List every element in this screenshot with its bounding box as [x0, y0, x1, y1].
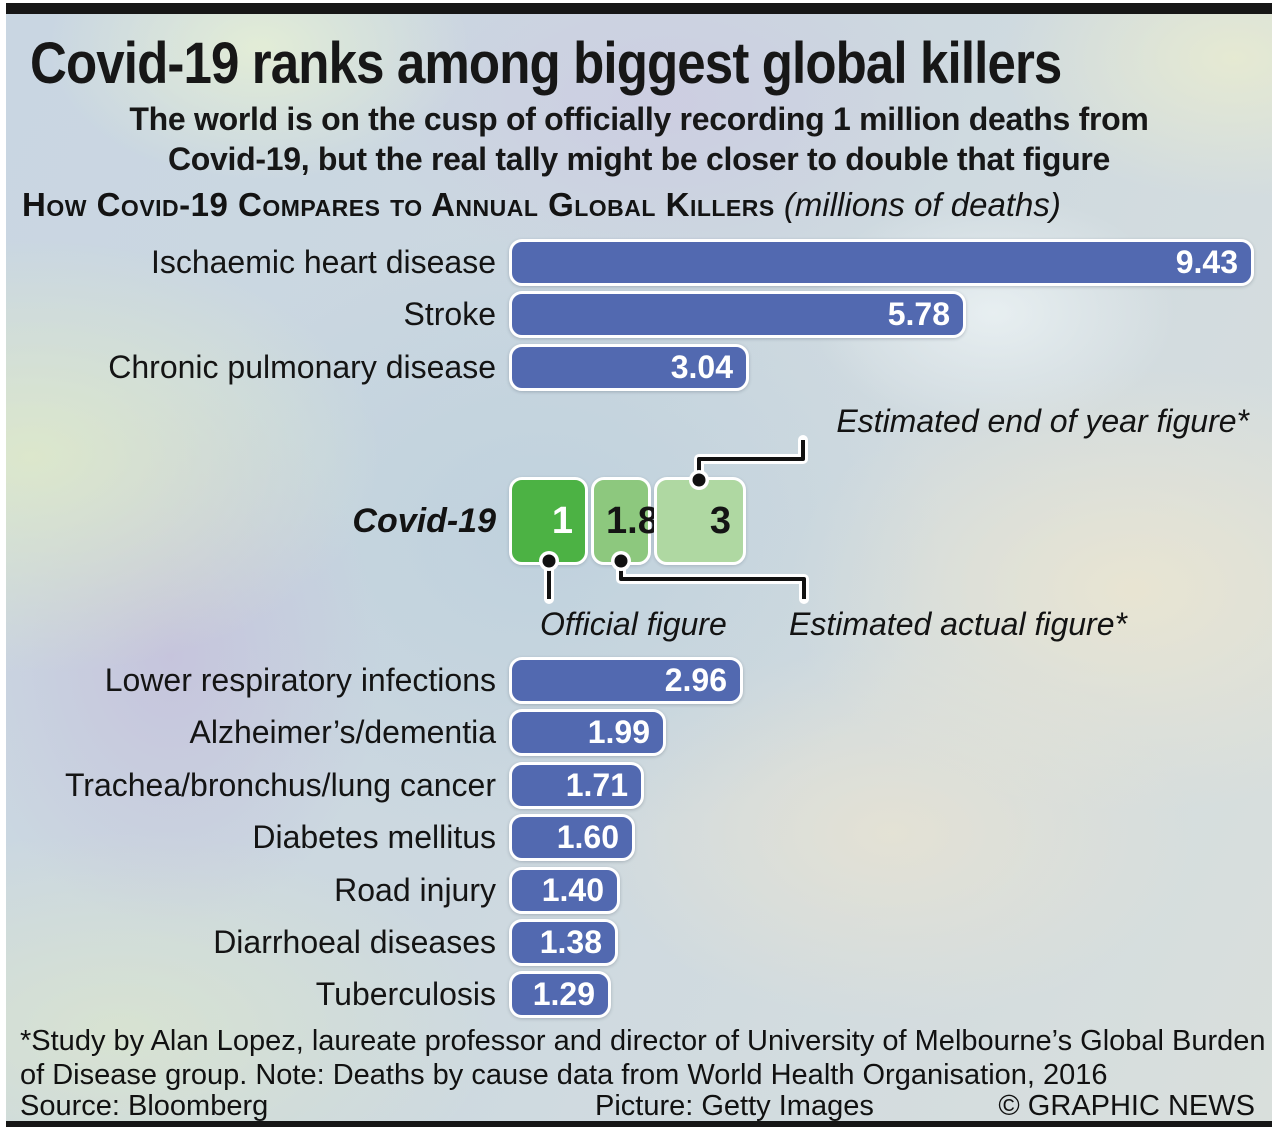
subtitle: The world is on the cusp of officially r… [6, 99, 1272, 179]
bottom-border-bar [6, 1121, 1272, 1127]
subtitle-line-2: Covid-19, but the real tally might be cl… [167, 141, 1111, 177]
bar: 2.96 [509, 657, 743, 704]
page-title: Covid-19 ranks among biggest global kill… [30, 31, 1062, 96]
covid-bar-label: Covid-19 [352, 502, 496, 540]
bar-row: Alzheimer’s/dementia 1.99 [0, 709, 1278, 757]
subtitle-line-1: The world is on the cusp of officially r… [129, 101, 1149, 137]
section-heading-text: How Covid-19 Compares to Annual Global K… [22, 186, 775, 223]
footnote-line-2: of Disease group. Note: Deaths by cause … [20, 1059, 1108, 1091]
covid-segment: 3 [654, 477, 746, 565]
footnote-line-1: *Study by Alan Lopez, laureate professor… [20, 1025, 1266, 1057]
bar-row: Ischaemic heart disease 9.43 [0, 239, 1278, 286]
bar-label: Lower respiratory infections [104, 662, 496, 698]
bar: 5.78 [509, 291, 966, 339]
bar-label: Diabetes mellitus [252, 819, 496, 856]
bar-value: 3.04 [670, 348, 733, 385]
bar-row: Road injury 1.40 [0, 866, 1278, 914]
footnote: *Study by Alan Lopez, laureate professor… [20, 1024, 1266, 1092]
bar: 1.60 [509, 814, 635, 862]
covid-segment-value: 3 [709, 500, 731, 542]
bar: 1.29 [509, 971, 611, 1019]
bar-value: 1.71 [565, 766, 628, 803]
credits-row: Source: Bloomberg Picture: Getty Images … [0, 1090, 1278, 1122]
bar-label: Diarrhoeal diseases [213, 924, 496, 960]
bar: 1.71 [509, 761, 644, 809]
bar: 3.04 [509, 343, 749, 391]
section-heading: How Covid-19 Compares to Annual Global K… [22, 186, 1061, 224]
bar-row: Trachea/bronchus/lung cancer 1.71 [0, 761, 1278, 809]
annotation-end-of-year: Estimated end of year figure* [836, 403, 1249, 439]
bar: 1.99 [509, 709, 666, 757]
bar: 1.38 [509, 919, 618, 966]
bar-value: 1.99 [587, 714, 650, 751]
covid-segment: 1.8 [591, 477, 659, 565]
source-credit: Source: Bloomberg [20, 1090, 269, 1122]
bar-label: Road injury [334, 871, 496, 908]
bar-value: 9.43 [1175, 244, 1238, 280]
bar: 1.40 [509, 866, 620, 914]
covid-segment-value: 1 [551, 500, 573, 542]
copyright-credit: © GRAPHIC NEWS [998, 1090, 1255, 1122]
annotation-official-figure: Official figure [540, 606, 727, 642]
bar-value: 1.29 [532, 976, 595, 1013]
covid-segment-value: 1.8 [606, 500, 659, 542]
bar-row: Lower respiratory infections 2.96 [0, 657, 1278, 704]
bar-label: Ischaemic heart disease [150, 244, 496, 280]
covid-segment: 1 [509, 477, 588, 565]
bar-label: Stroke [403, 296, 496, 333]
bar-value: 2.96 [664, 662, 727, 698]
bar-label: Trachea/bronchus/lung cancer [64, 766, 496, 803]
bar-row: Diabetes mellitus 1.60 [0, 814, 1278, 862]
bar-label: Alzheimer’s/dementia [189, 714, 496, 751]
bar-label: Tuberculosis [315, 976, 496, 1013]
bar-row: Chronic pulmonary disease 3.04 [0, 343, 1278, 391]
picture-credit: Picture: Getty Images [595, 1090, 874, 1122]
bar-value: 1.60 [556, 819, 619, 856]
bar-row: Tuberculosis 1.29 [0, 971, 1278, 1019]
section-heading-unit: (millions of deaths) [774, 186, 1061, 223]
bar-row: Diarrhoeal diseases 1.38 [0, 919, 1278, 966]
annotation-actual-figure: Estimated actual figure* [789, 606, 1127, 642]
bar-value: 1.38 [539, 924, 602, 960]
bar-value: 1.40 [541, 871, 604, 908]
bar-row: Stroke 5.78 [0, 291, 1278, 339]
bar-value: 5.78 [887, 296, 950, 333]
bar-label: Chronic pulmonary disease [108, 348, 496, 385]
top-border-bar [6, 3, 1272, 14]
bar: 9.43 [509, 239, 1254, 286]
